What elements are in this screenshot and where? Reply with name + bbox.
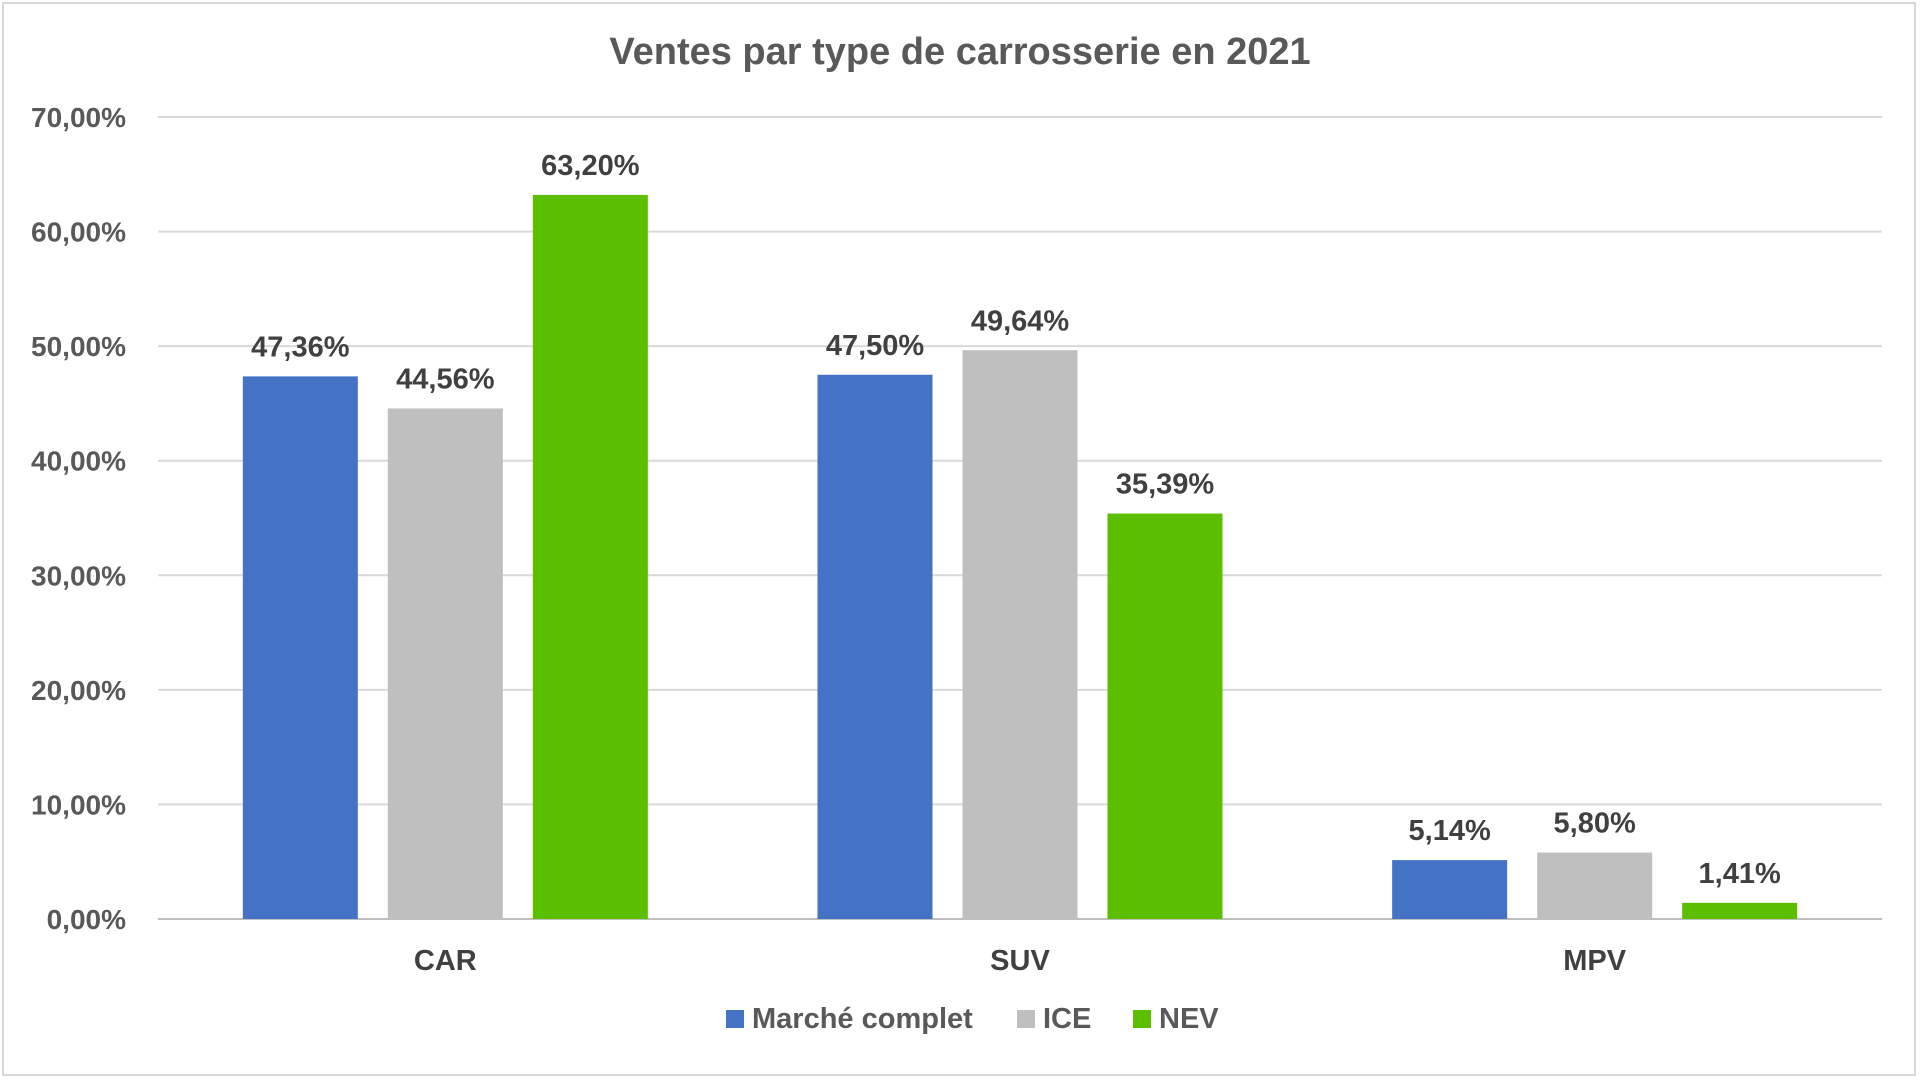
bar-mpv-marche-complet xyxy=(1392,860,1508,919)
data-labels: 47,36% 44,56% 63,20% 47,50% 49,64% 35,39% 5,14… xyxy=(251,150,1781,890)
y-tick-label: 40,00% xyxy=(31,446,126,477)
x-tick-label: CAR xyxy=(414,945,477,977)
bar-car-ice xyxy=(387,408,503,919)
y-tick-label: 60,00% xyxy=(31,217,126,248)
bar-suv-ice xyxy=(962,350,1078,919)
y-tick-label: 0,00% xyxy=(47,904,126,935)
bar-car-marche-complet xyxy=(242,376,358,919)
legend-swatch xyxy=(1133,1010,1151,1028)
bar-mpv-ice xyxy=(1537,852,1653,919)
y-tick-label: 70,00% xyxy=(31,102,126,133)
bar-suv-marche-complet xyxy=(817,374,933,919)
bar-mpv-nev xyxy=(1682,902,1798,919)
x-tick-label: SUV xyxy=(990,945,1050,977)
bar-car-nev xyxy=(532,194,648,919)
chart-title: Ventes par type de carrosserie en 2021 xyxy=(609,31,1310,73)
bars xyxy=(242,194,1798,919)
legend-label: NEV xyxy=(1159,1003,1219,1035)
data-label: 47,50% xyxy=(826,330,925,362)
legend-label: Marché complet xyxy=(752,1003,973,1035)
legend: Marché complet ICE NEV xyxy=(726,1003,1219,1035)
data-label: 5,14% xyxy=(1409,815,1491,847)
x-axis-ticks: CAR SUV MPV xyxy=(414,945,1627,977)
y-tick-label: 10,00% xyxy=(31,789,126,820)
x-tick-label: MPV xyxy=(1563,945,1627,977)
data-label: 1,41% xyxy=(1699,858,1781,890)
bar-suv-nev xyxy=(1107,513,1223,919)
y-tick-label: 20,00% xyxy=(31,675,126,706)
data-label: 5,80% xyxy=(1554,808,1636,840)
y-tick-label: 30,00% xyxy=(31,560,126,591)
legend-swatch xyxy=(1017,1010,1035,1028)
legend-label: ICE xyxy=(1043,1003,1091,1035)
legend-swatch xyxy=(726,1010,744,1028)
data-label: 47,36% xyxy=(251,331,350,363)
data-label: 49,64% xyxy=(971,305,1070,337)
y-axis-ticks: 0,00% 10,00% 20,00% 30,00% 40,00% 50,00% 60,00… xyxy=(31,102,126,935)
data-label: 35,39% xyxy=(1116,469,1215,501)
y-tick-label: 50,00% xyxy=(31,331,126,362)
data-label: 63,20% xyxy=(541,150,640,182)
data-label: 44,56% xyxy=(396,363,495,395)
